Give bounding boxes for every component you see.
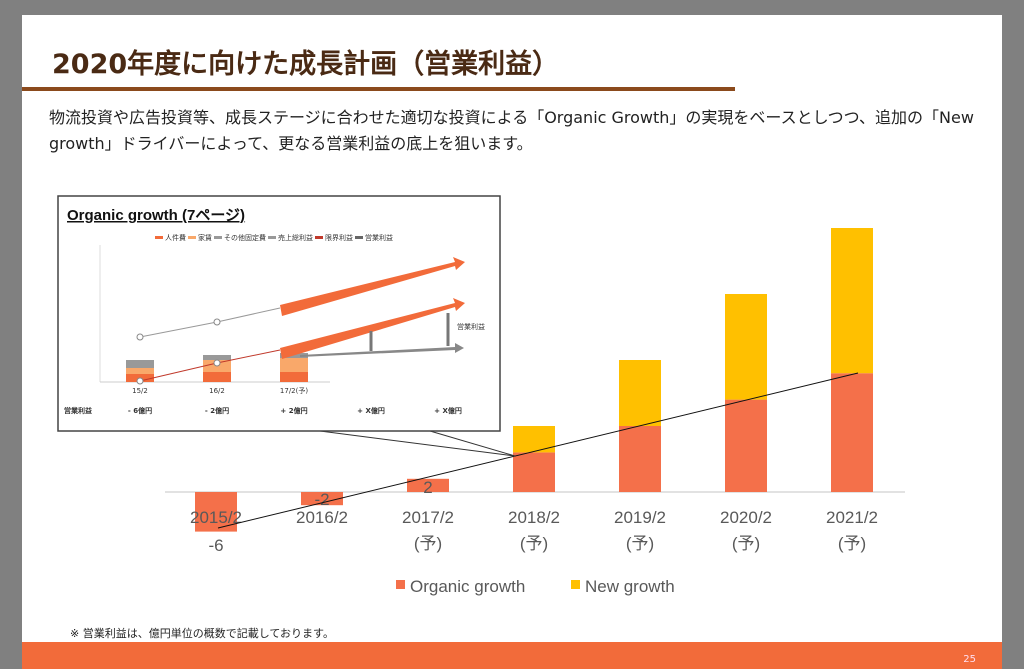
inset-bar (203, 372, 231, 382)
inset-legend-label: 売上総利益 (278, 233, 313, 242)
inset-panel: Organic growth (7ページ) 人件費 家賃 その他固定費 売上総利益 限界利… (57, 195, 516, 457)
bar-organic-1 (301, 492, 343, 506)
inset-frame (57, 195, 501, 432)
data-label: 2 (423, 478, 432, 497)
x-tick-label: 2016/2 (296, 508, 348, 527)
inset-legend-label: 人件費 (165, 233, 186, 242)
bar-organic-2 (407, 478, 449, 492)
inset-legend-swatch (188, 236, 196, 239)
legend-label: New growth (585, 577, 675, 596)
page-title: 2020年度に向けた成長計画（営業利益） (52, 49, 560, 80)
inset-growth-arrow (280, 257, 465, 316)
inset-legend-swatch (355, 236, 363, 239)
inset-row-value: + 2億円 (280, 406, 307, 415)
legend-label: Organic growth (410, 577, 525, 596)
x-tick-label: (予) (626, 534, 654, 553)
inset-tick-label: 16/2 (209, 387, 225, 395)
inset-row-label: 営業利益 (64, 406, 92, 415)
inset-legend-swatch (214, 236, 222, 239)
x-tick-label: (予) (732, 534, 760, 553)
inset-legend-label: 営業利益 (365, 233, 393, 242)
data-label: -6 (208, 536, 223, 555)
description: 物流投資や広告投資等、成長ステージに合わせた適切な投資による「Organic G… (49, 108, 974, 153)
inset-row-value: - 2億円 (205, 406, 229, 415)
x-tick-label: 2015/2 (190, 508, 242, 527)
title-underline (22, 87, 735, 91)
inset-tick-label: 15/2 (132, 387, 148, 395)
inset-legend-label: 限界利益 (325, 233, 353, 242)
x-tick-label: 2019/2 (614, 508, 666, 527)
legend-swatch (571, 580, 580, 589)
bar-organic-5 (725, 399, 767, 492)
inset-legend-label: その他固定費 (224, 233, 266, 242)
inset-title: Organic growth (7ページ) (67, 207, 245, 224)
inset-row-value: - 6億円 (128, 406, 152, 415)
footer-bar: 25 (22, 642, 1002, 669)
footnote: ※ 営業利益は、億円単位の概数で記載しております。 (70, 627, 334, 640)
inset-legend-swatch (268, 236, 276, 239)
inset-cost-arrow (300, 343, 464, 357)
bar-organic-4 (619, 426, 661, 492)
inset-bar (280, 358, 308, 372)
inset-legend-swatch (155, 236, 163, 239)
inset-arrow-label: 営業利益 (457, 322, 485, 331)
inset-marker (213, 318, 221, 326)
callout-line (319, 430, 516, 457)
inset-marker (136, 333, 144, 341)
trend-line (217, 372, 859, 529)
bar-organic-3 (513, 452, 555, 492)
inset-bar (280, 372, 308, 382)
bar-new-3 (513, 426, 555, 453)
x-tick-label: 2021/2 (826, 508, 878, 527)
inset-row-value: + X億円 (357, 406, 385, 415)
x-tick-label: (予) (414, 534, 442, 553)
legend-swatch (396, 580, 405, 589)
inset-legend-label: 家賃 (198, 233, 212, 242)
x-tick-label: 2020/2 (720, 508, 772, 527)
bar-organic-6 (831, 373, 873, 492)
x-tick-label: 2017/2 (402, 508, 454, 527)
inset-growth-arrow (280, 298, 465, 359)
data-label: -2 (314, 490, 329, 509)
inset-row-value: + X億円 (434, 406, 462, 415)
inset-legend-swatch (315, 236, 323, 239)
inset-marker (213, 359, 221, 367)
bar-new-5 (725, 294, 767, 400)
inset-bar (126, 368, 154, 374)
bar-new-4 (619, 360, 661, 426)
bar-new-6 (831, 228, 873, 374)
x-tick-label: (予) (520, 534, 548, 553)
callout-line (429, 430, 516, 457)
page-number: 25 (963, 654, 976, 665)
x-tick-label: (予) (838, 534, 866, 553)
x-tick-label: 2018/2 (508, 508, 560, 527)
inset-bar (126, 360, 154, 368)
inset-tick-label: 17/2(予) (280, 387, 308, 395)
inset-marker (136, 377, 144, 385)
inset-bar (203, 355, 231, 360)
inset-bar (280, 353, 308, 358)
